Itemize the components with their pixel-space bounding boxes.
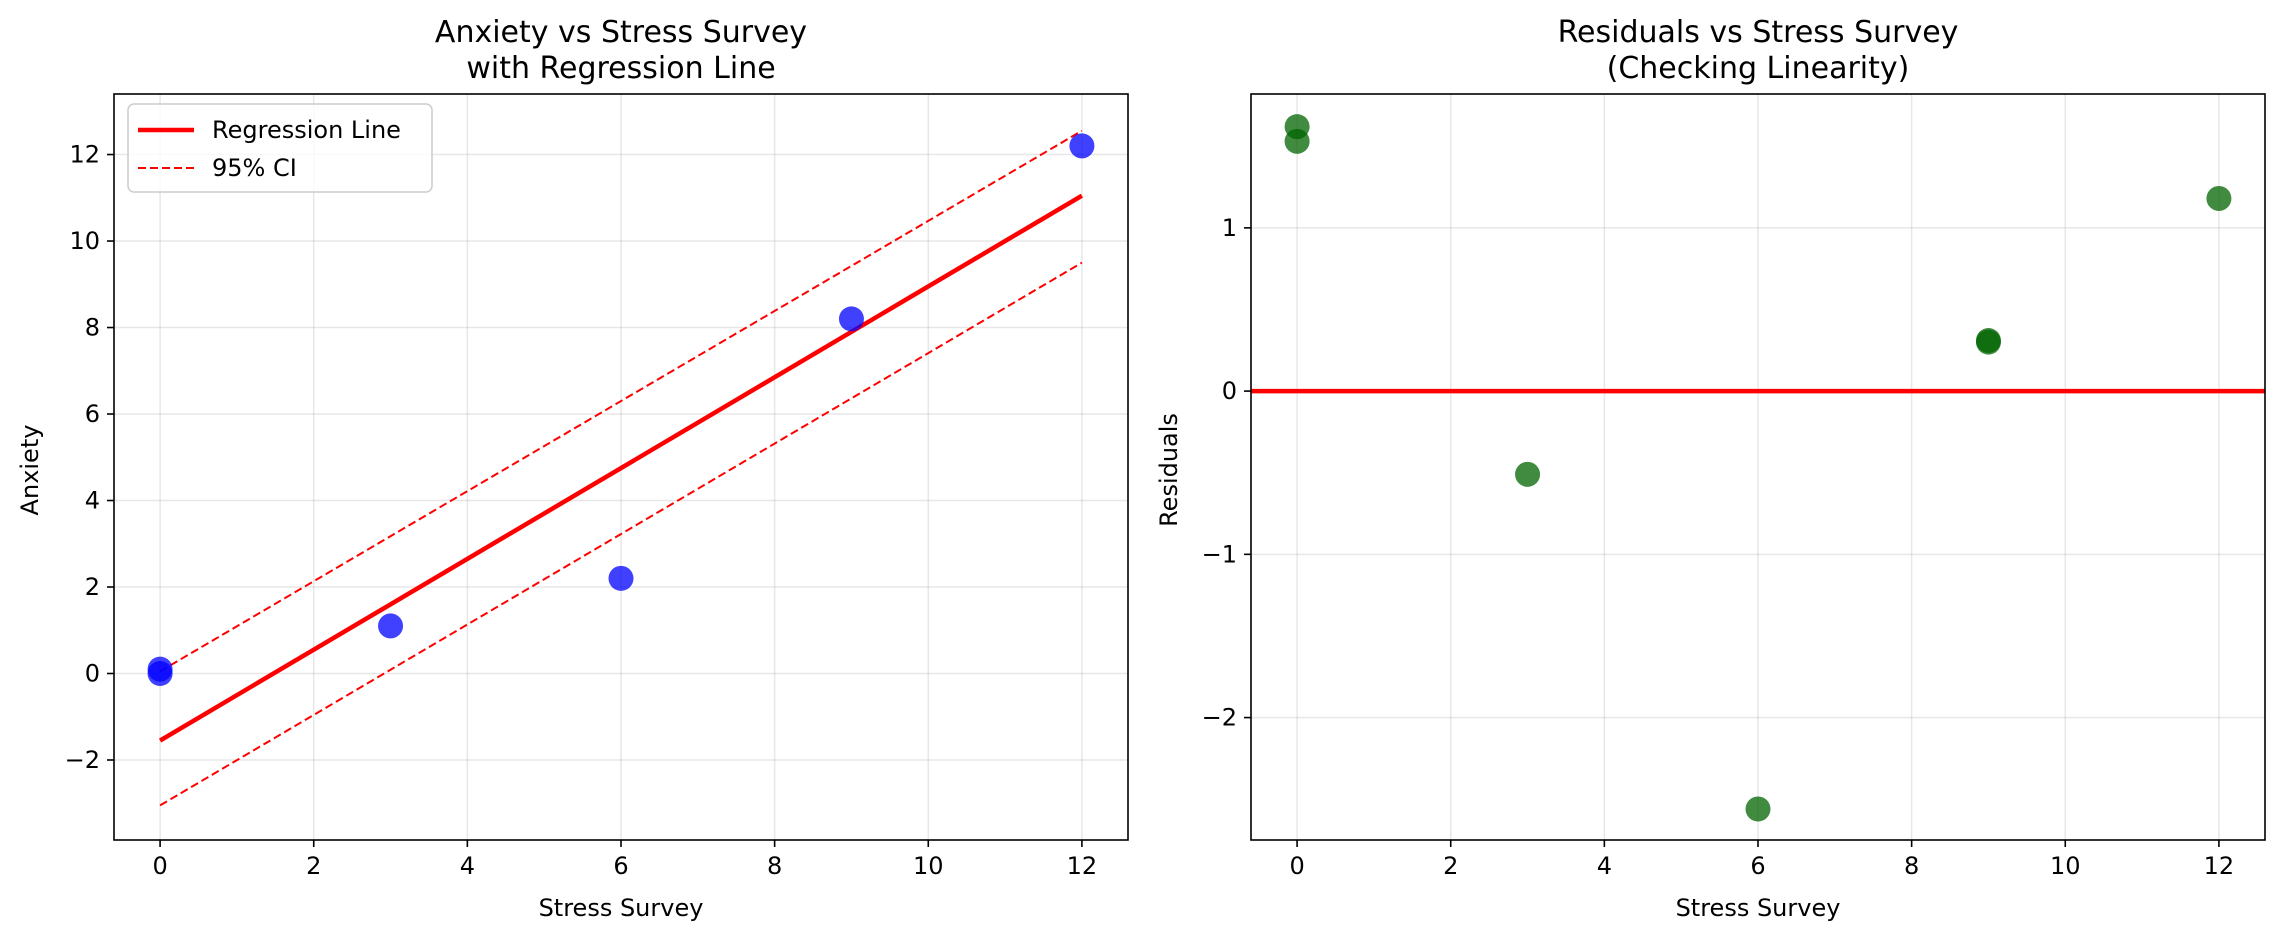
series xyxy=(147,129,1095,807)
data-point xyxy=(1515,461,1541,487)
y-tick-label: 6 xyxy=(85,400,100,428)
x-tick-label: 0 xyxy=(152,852,167,880)
x-tick-label: 2 xyxy=(306,852,321,880)
x-tick-label: 12 xyxy=(2204,852,2235,880)
x-tick-label: 0 xyxy=(1289,852,1304,880)
grid xyxy=(1251,94,2265,840)
y-tick-label: 1 xyxy=(1222,214,1237,242)
y-tick-label: −2 xyxy=(1202,704,1237,732)
axis-ticks: 0 2 4 6 8 10 12 −2 0 2 4 6 8 10 12 xyxy=(65,141,1098,880)
residuals-chart: Residuals vs Stress Survey (Checking Lin… xyxy=(1155,15,2266,922)
chart-title-line-1: Residuals vs Stress Survey xyxy=(1558,15,1959,50)
y-tick-label: 12 xyxy=(69,141,100,169)
data-point xyxy=(838,306,864,332)
data-point xyxy=(378,613,404,639)
data-point xyxy=(1284,128,1310,154)
series xyxy=(1251,114,2265,822)
legend-label-ci: 95% CI xyxy=(212,154,297,182)
data-point xyxy=(1069,133,1095,159)
x-tick-label: 12 xyxy=(1067,852,1098,880)
data-point xyxy=(1975,329,2001,355)
y-tick-label: −1 xyxy=(1202,540,1237,568)
x-tick-label: 2 xyxy=(1443,852,1458,880)
x-tick-label: 10 xyxy=(2050,852,2081,880)
y-tick-label: −2 xyxy=(65,746,100,774)
x-axis-label: Stress Survey xyxy=(539,894,704,922)
legend-label-regression: Regression Line xyxy=(212,116,401,144)
y-axis-label: Anxiety xyxy=(16,425,44,516)
x-tick-label: 4 xyxy=(460,852,475,880)
y-axis-label: Residuals xyxy=(1155,413,1183,527)
grid xyxy=(114,94,1128,840)
y-tick-label: 4 xyxy=(85,487,100,515)
x-tick-label: 10 xyxy=(913,852,944,880)
legend-box xyxy=(127,103,433,193)
y-tick-label: 0 xyxy=(85,660,100,688)
x-tick-label: 4 xyxy=(1597,852,1612,880)
x-tick-label: 6 xyxy=(1750,852,1765,880)
regression-line xyxy=(158,193,1084,743)
chart-title-line-2: (Checking Linearity) xyxy=(1607,51,1910,86)
regression-chart: Anxiety vs Stress Survey with Regression… xyxy=(16,15,1129,922)
y-tick-label: 2 xyxy=(85,573,100,601)
chart-title-line-2: with Regression Line xyxy=(466,51,775,86)
y-tick-label: 8 xyxy=(85,314,100,342)
axis-ticks: 0 2 4 6 8 10 12 −2 −1 0 1 xyxy=(1202,214,2235,880)
ci-upper-line xyxy=(159,129,1083,673)
data-point xyxy=(608,565,634,591)
data-point xyxy=(1745,796,1771,822)
x-tick-label: 8 xyxy=(1904,852,1919,880)
y-tick-label: 10 xyxy=(69,227,100,255)
data-point xyxy=(2206,185,2232,211)
legend: Regression Line 95% CI xyxy=(127,103,433,193)
data-point xyxy=(147,661,173,687)
chart-title-line-1: Anxiety vs Stress Survey xyxy=(435,15,807,50)
x-tick-label: 8 xyxy=(767,852,782,880)
ci-lower-line xyxy=(159,261,1083,807)
x-axis-label: Stress Survey xyxy=(1676,894,1841,922)
x-tick-label: 6 xyxy=(613,852,628,880)
y-tick-label: 0 xyxy=(1222,377,1237,405)
